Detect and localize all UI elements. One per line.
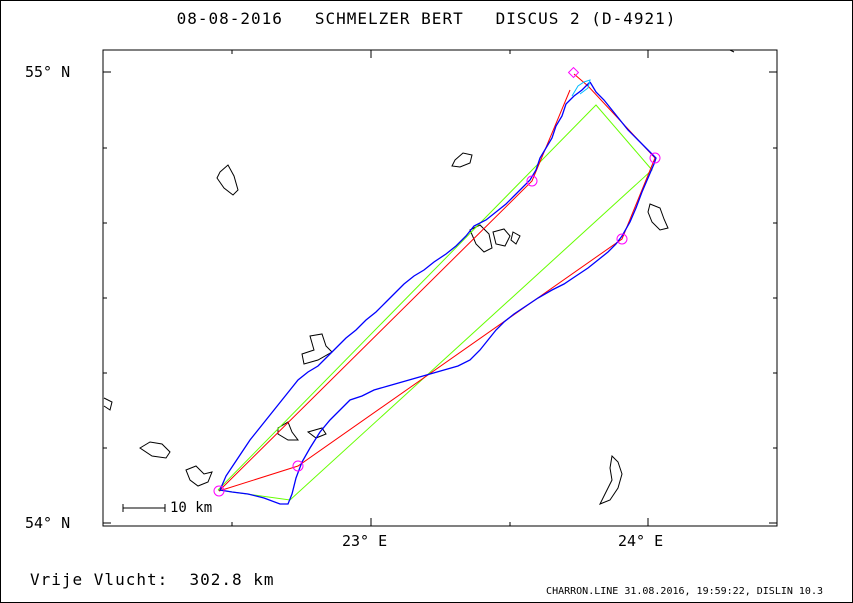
lake xyxy=(301,333,333,365)
pilot-name: SCHMELZER BERT xyxy=(314,9,464,28)
lake xyxy=(598,454,623,505)
credits: CHARRON.LINE 31.08.2016, 19:59:22, DISLI… xyxy=(546,586,823,597)
lake xyxy=(510,231,521,245)
axis-ticks xyxy=(103,50,777,526)
distance-value: 302.8 km xyxy=(189,570,275,589)
flight-title: 08-08-2016 SCHMELZER BERT DISCUS 2 (D-49… xyxy=(0,9,853,28)
plot-frame xyxy=(102,49,778,527)
scale-label: 10 km xyxy=(170,500,213,516)
lake xyxy=(469,224,493,253)
optimized-course-line xyxy=(217,104,653,501)
start-point-marker xyxy=(567,66,580,79)
lakes-outline xyxy=(103,49,735,505)
lake xyxy=(729,49,735,53)
lake xyxy=(306,427,327,439)
lake xyxy=(139,441,171,459)
lon-label-23: 23° E xyxy=(342,532,388,550)
turnpoint-marker xyxy=(292,460,304,472)
lake xyxy=(103,397,113,411)
lake xyxy=(647,203,669,231)
scale-bar xyxy=(122,504,166,512)
lat-label-54: 54° N xyxy=(25,514,71,532)
course-line xyxy=(218,73,656,492)
lake xyxy=(451,152,473,168)
turnpoint-marker xyxy=(526,175,538,187)
lake xyxy=(185,465,213,487)
glider-name: DISCUS 2 (D-4921) xyxy=(495,9,677,28)
turnpoint-marker xyxy=(649,152,661,164)
lon-label-24: 24° E xyxy=(618,532,664,550)
gps-track-start xyxy=(571,79,591,97)
distance-label: Vrije Vlucht: xyxy=(30,570,169,589)
gps-track xyxy=(219,81,657,505)
lake xyxy=(216,164,239,196)
lat-label-55: 55° N xyxy=(25,63,71,81)
lake xyxy=(277,421,299,441)
lake xyxy=(492,228,511,247)
distance-readout: Vrije Vlucht: 302.8 km xyxy=(30,570,275,589)
turnpoint-marker xyxy=(616,233,628,245)
turnpoints xyxy=(213,66,661,497)
turnpoint-marker xyxy=(213,485,225,497)
flight-date: 08-08-2016 xyxy=(176,9,283,28)
